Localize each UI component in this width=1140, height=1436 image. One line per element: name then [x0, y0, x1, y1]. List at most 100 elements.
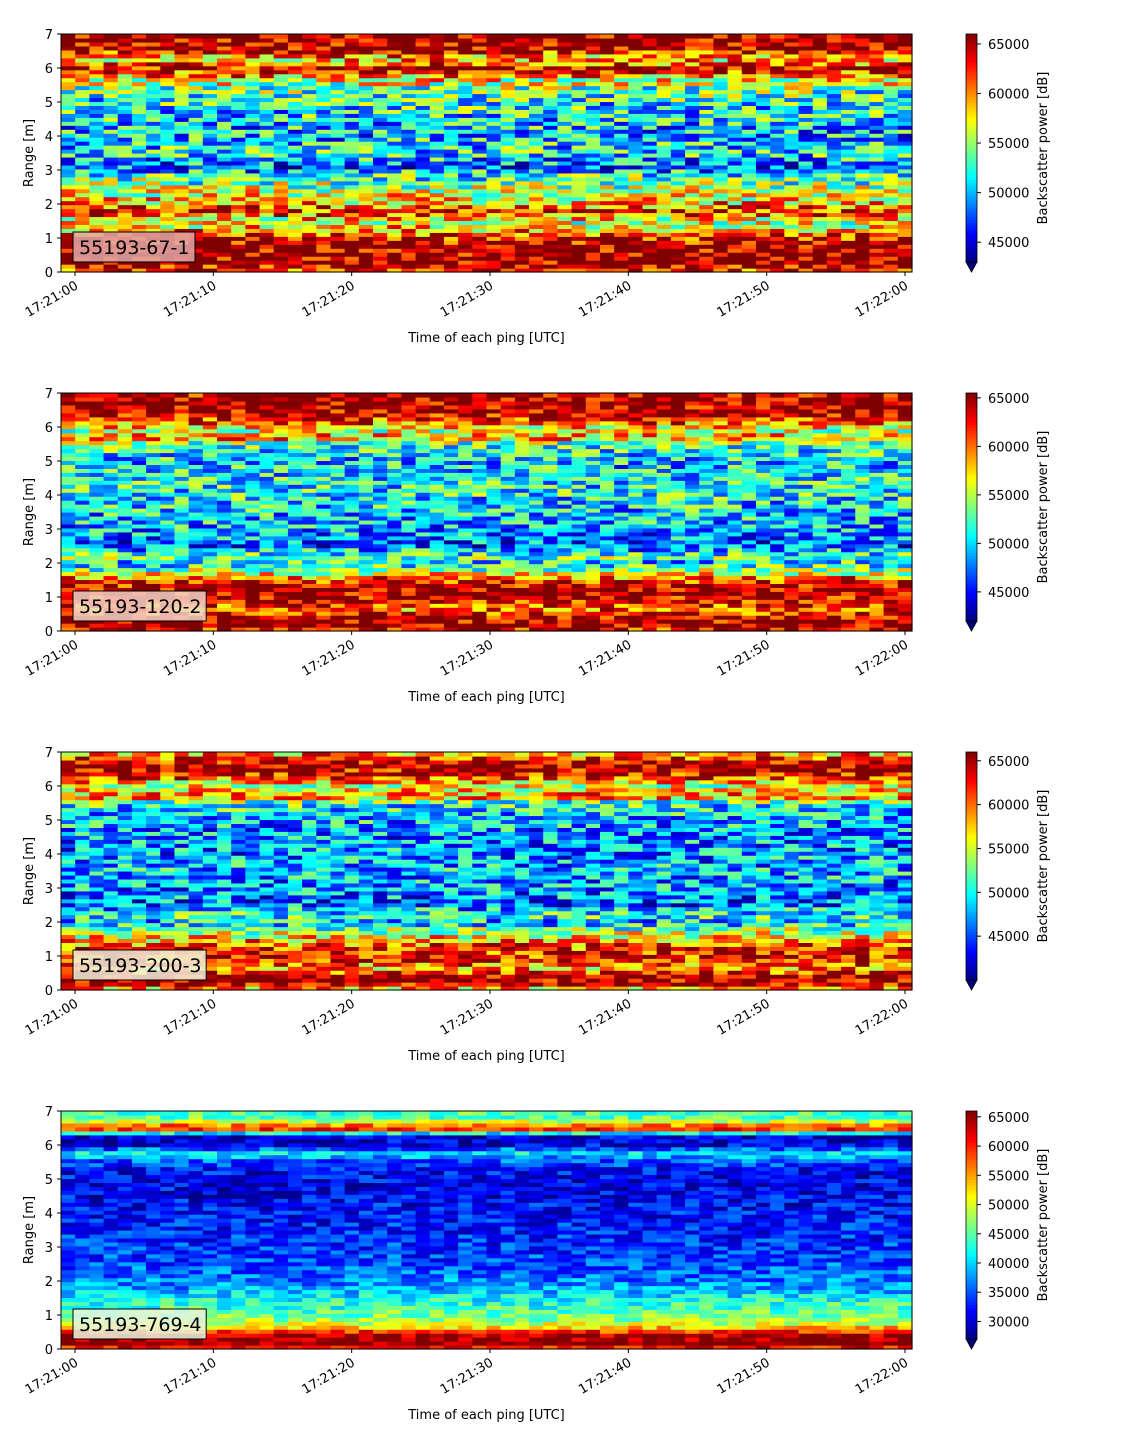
heatmap-cell — [812, 85, 828, 91]
heatmap-cell — [514, 192, 530, 198]
heatmap-cell — [316, 512, 332, 517]
colorbar-segment — [966, 34, 977, 38]
heatmap-cell — [656, 113, 672, 118]
heatmap-cell — [373, 121, 388, 126]
heatmap-cell — [217, 444, 232, 450]
heatmap-cell — [628, 97, 644, 103]
heatmap-cell — [131, 149, 147, 154]
heatmap-cell — [642, 97, 658, 103]
heatmap-cell — [316, 508, 332, 513]
heatmap-cell — [529, 85, 544, 91]
heatmap-cell — [841, 240, 856, 245]
heatmap-cell — [316, 121, 332, 126]
heatmap-cell — [897, 244, 913, 249]
colorbar-segment — [966, 128, 977, 132]
heatmap-cell — [699, 69, 715, 75]
heatmap-cell — [685, 212, 700, 218]
heatmap-cell — [160, 500, 176, 505]
heatmap-cell — [89, 396, 105, 402]
heatmap-cell — [699, 34, 715, 39]
heatmap-cell — [897, 129, 913, 134]
heatmap-cell — [599, 37, 615, 43]
heatmap-cell — [770, 77, 785, 83]
heatmap-cell — [316, 49, 332, 55]
heatmap-cell — [529, 188, 544, 194]
colorbar-segment — [966, 162, 977, 166]
heatmap-cell — [259, 543, 275, 549]
heatmap-cell — [557, 41, 573, 47]
heatmap-cell — [628, 236, 644, 241]
heatmap-cell — [160, 452, 176, 458]
heatmap-cell — [174, 535, 190, 541]
heatmap-cell — [543, 160, 559, 166]
heatmap-cell — [188, 204, 204, 210]
heatmap-cell — [841, 85, 856, 91]
heatmap-cell — [741, 256, 757, 261]
heatmap-cell — [358, 145, 374, 150]
heatmap-cell — [897, 240, 913, 245]
heatmap-cell — [869, 133, 885, 138]
heatmap-cell — [373, 184, 388, 190]
heatmap-cell — [160, 117, 176, 122]
heatmap-cell — [841, 232, 856, 237]
heatmap-cell — [75, 436, 90, 442]
heatmap-cell — [741, 121, 757, 126]
heatmap-cell — [344, 583, 360, 588]
heatmap-cell — [160, 65, 176, 71]
heatmap-cell — [131, 579, 147, 584]
heatmap-cell — [202, 555, 218, 561]
heatmap-cell — [117, 208, 133, 214]
heatmap-cell — [259, 228, 275, 233]
heatmap-cell — [174, 224, 190, 229]
heatmap-cell — [443, 156, 459, 162]
heatmap-cell — [287, 220, 303, 225]
heatmap-cell — [117, 184, 133, 190]
heatmap-cell — [699, 61, 715, 67]
heatmap-cell — [75, 101, 90, 106]
heatmap-cell — [855, 85, 871, 91]
heatmap-cell — [89, 117, 105, 122]
heatmap-cell — [429, 65, 445, 71]
heatmap-cell — [103, 559, 119, 565]
heatmap-cell — [273, 400, 289, 406]
heatmap-cell — [812, 41, 828, 47]
heatmap-cell — [146, 113, 161, 118]
heatmap-cell — [514, 244, 530, 249]
heatmap-cell — [302, 41, 317, 47]
heatmap-cell — [826, 137, 842, 142]
heatmap-cell — [585, 34, 601, 39]
heatmap-cell — [429, 240, 445, 245]
heatmap-cell — [798, 196, 814, 202]
heatmap-cell — [217, 172, 232, 178]
heatmap-cell — [344, 65, 360, 71]
heatmap-cell — [642, 125, 658, 130]
heatmap-cell — [656, 176, 672, 182]
heatmap-cell — [897, 256, 913, 261]
heatmap-cell — [330, 212, 346, 218]
heatmap-cell — [231, 57, 246, 63]
colorbar-segment — [966, 51, 977, 55]
heatmap-cell — [259, 97, 275, 103]
heatmap-cell — [89, 488, 105, 493]
heatmap-cell — [741, 49, 757, 55]
heatmap-cell — [316, 468, 332, 473]
heatmap-cell — [344, 57, 360, 63]
heatmap-cell — [75, 452, 90, 458]
heatmap-cell — [472, 61, 488, 67]
heatmap-cell — [755, 208, 771, 214]
heatmap-cell — [543, 256, 559, 261]
heatmap-cell — [146, 228, 161, 233]
heatmap-cell — [585, 89, 601, 95]
heatmap-cell — [458, 268, 473, 273]
heatmap-cell — [103, 117, 119, 122]
heatmap-cell — [387, 160, 402, 166]
heatmap-cell — [855, 244, 871, 249]
heatmap-cell — [869, 216, 885, 222]
heatmap-cell — [103, 156, 119, 162]
heatmap-cell — [217, 500, 232, 505]
heatmap-cell — [373, 65, 388, 71]
heatmap-cell — [486, 34, 502, 39]
heatmap-cell — [259, 93, 275, 99]
heatmap-cell — [855, 113, 871, 118]
heatmap-cell — [75, 109, 90, 114]
